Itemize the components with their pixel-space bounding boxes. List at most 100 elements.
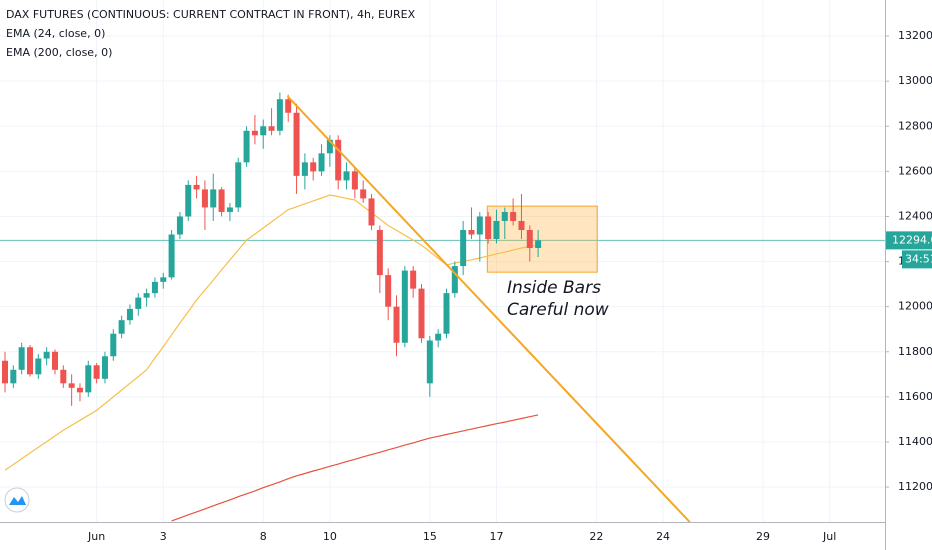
candle-body (493, 220, 500, 240)
countdown-badge (902, 250, 932, 269)
candle-body (76, 387, 83, 393)
candle-body (318, 153, 325, 172)
candle-body (176, 216, 183, 235)
candle-body (226, 207, 233, 212)
candle-body (435, 333, 442, 341)
y-tick-label: 12800.0 (898, 119, 932, 132)
candle-body (35, 358, 42, 375)
candle-body (335, 139, 342, 181)
candle-body (276, 99, 283, 131)
candle-body (418, 288, 425, 339)
candle-body (51, 351, 58, 370)
candle-body (385, 275, 392, 307)
candle-body (85, 365, 92, 393)
candle-body (251, 130, 258, 136)
candle-body (10, 369, 17, 384)
x-tick-label: 8 (260, 530, 267, 543)
candle-body (326, 139, 333, 154)
candle-body (426, 340, 433, 384)
candle-body (443, 293, 450, 334)
plot (0, 92, 885, 523)
x-tick-label: 17 (489, 530, 503, 543)
candle-body (468, 229, 475, 235)
candle-body (501, 211, 508, 221)
candle-body (18, 347, 25, 370)
candle-body (101, 356, 108, 379)
y-tick-label: 13200.0 (898, 29, 932, 42)
candle-body (285, 99, 292, 113)
y-tick-label: 12600.0 (898, 164, 932, 177)
candle-body (460, 229, 467, 267)
candle-body (260, 126, 267, 136)
x-tick-label: Jul (822, 530, 836, 543)
candle-body (135, 297, 142, 309)
candle-body (185, 184, 192, 217)
candle-body (43, 351, 50, 359)
logo-circle[interactable] (4, 487, 30, 513)
candle-body (368, 198, 375, 226)
candle-body (476, 216, 483, 235)
candle-body (126, 308, 133, 321)
logo[interactable] (4, 487, 30, 513)
candle-body (193, 184, 200, 190)
x-tick-label: 3 (160, 530, 167, 543)
ema-line (171, 414, 539, 522)
candle-body (218, 189, 225, 212)
price-badge-label: 12294.0 (892, 233, 932, 246)
x-tick-label: Jun (87, 530, 105, 543)
candle-body (401, 270, 408, 343)
x-tick-label: 22 (589, 530, 603, 543)
candle-body (110, 333, 117, 357)
ema-line (4, 194, 539, 471)
candle-body (393, 306, 400, 343)
x-tick-label: 10 (323, 530, 337, 543)
candle-body (293, 112, 300, 176)
candle-body (60, 369, 67, 384)
annotation-text: Inside Bars (507, 278, 601, 298)
x-tick-label: 29 (756, 530, 770, 543)
candle-body (376, 229, 383, 276)
logo-icon[interactable] (9, 496, 26, 505)
indicator-label: EMA (200, close, 0) (6, 46, 112, 59)
candle-body (210, 189, 217, 208)
candle-body (2, 360, 8, 384)
y-tick-label: 11200.0 (898, 480, 932, 493)
candle-body (310, 162, 317, 172)
candle-body (168, 234, 175, 278)
candle-body (518, 220, 525, 230)
candle-body (151, 281, 158, 294)
candle-body (118, 320, 125, 334)
y-tick-label: 11600.0 (898, 390, 932, 403)
candle-body (410, 270, 417, 289)
x-tick-label: 15 (423, 530, 437, 543)
candle-body (351, 171, 358, 190)
candle-body (510, 211, 517, 221)
candle-body (68, 383, 75, 388)
annotation-text: Careful now (507, 300, 609, 320)
candle-body (451, 266, 458, 294)
trend-line (286, 95, 691, 523)
candle-body (526, 229, 533, 249)
chart-title: DAX FUTURES (CONTINUOUS: CURRENT CONTRAC… (6, 8, 416, 21)
candle-body (243, 130, 250, 163)
candle-body (268, 126, 275, 131)
candle-body (301, 162, 308, 176)
y-tick-label: 11800.0 (898, 345, 932, 358)
y-tick-label: 13000.0 (898, 74, 932, 87)
candle-body (343, 171, 350, 181)
candle-body (201, 189, 208, 208)
indicator-label: EMA (24, close, 0) (6, 27, 105, 40)
candle-body (360, 189, 367, 199)
countdown-label: 34:51 (905, 252, 932, 265)
range-box (486, 205, 598, 273)
candle-body (535, 240, 542, 249)
candle-body (26, 347, 33, 375)
price-badge (886, 231, 932, 250)
x-tick-label: 24 (656, 530, 670, 543)
y-tick-label: 12400.0 (898, 209, 932, 222)
candle-body (160, 277, 167, 282)
candle-body (143, 293, 150, 298)
y-tick-label: 12000.0 (898, 300, 932, 313)
